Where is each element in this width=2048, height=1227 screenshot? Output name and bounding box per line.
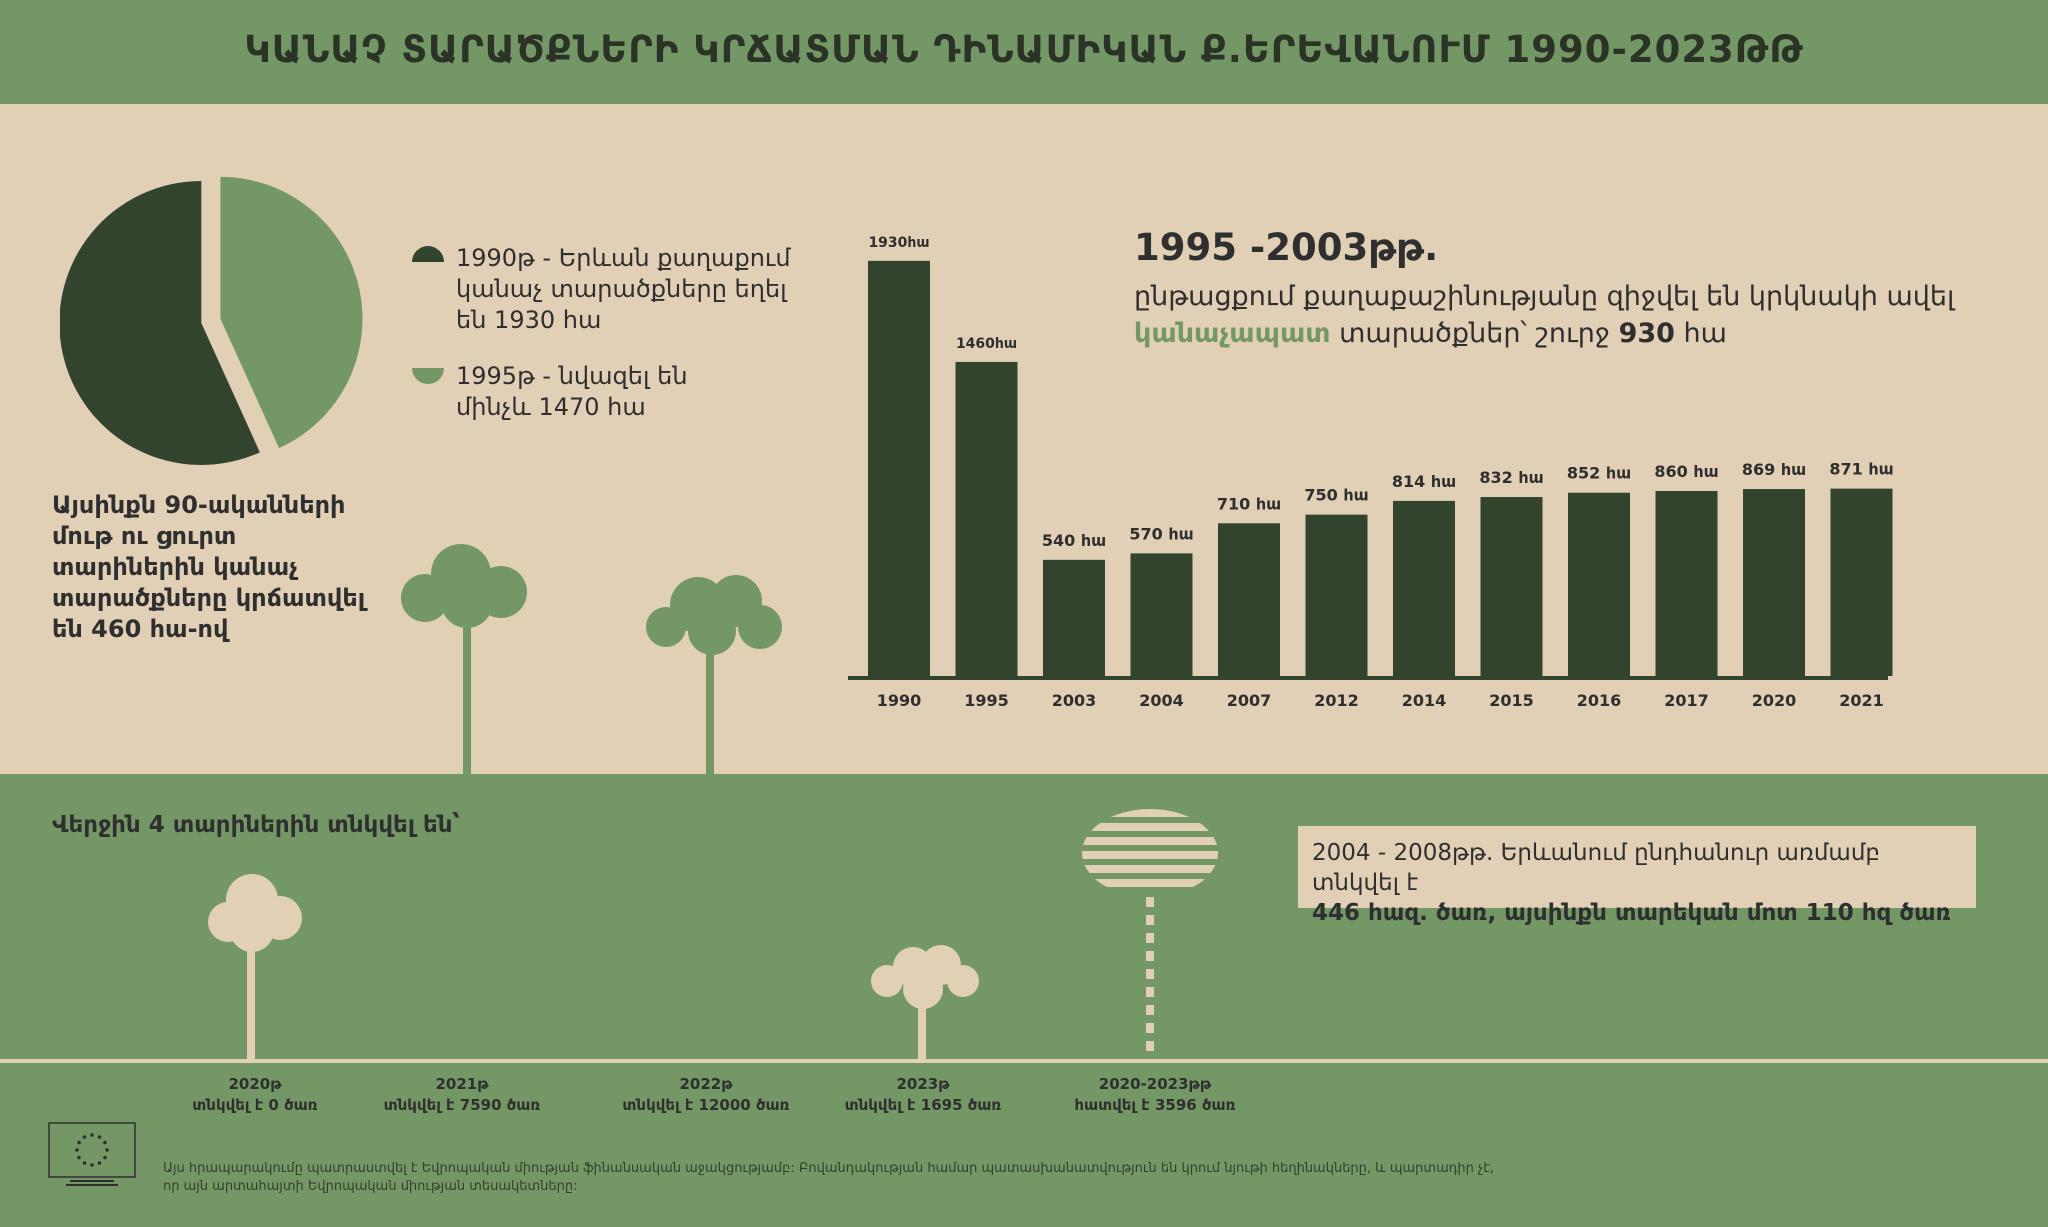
tree-text: տնկվել է 0 ծառ — [192, 1096, 318, 1114]
pie-slice-1 — [220, 176, 363, 449]
tree-label-2020: 2020թ տնկվել է 0 ծառ — [155, 1074, 355, 1116]
eu-star — [103, 1155, 107, 1160]
bar-2015 — [1480, 497, 1543, 676]
bar-2021 — [1830, 488, 1893, 676]
pie-chart — [60, 176, 363, 465]
ground-line — [0, 1059, 2048, 1063]
bar-data-label: 852 հա — [1567, 464, 1631, 483]
subline-part1: ընթացքում քաղաքաշինությանը զիջվել են կրկ… — [1134, 281, 1955, 312]
bar-2012 — [1305, 514, 1368, 676]
tree-text: տնկվել է 1695 ծառ — [844, 1096, 1002, 1114]
x-tick-label: 2021 — [1839, 691, 1884, 710]
x-tick-label: 2016 — [1577, 691, 1622, 710]
tree-label-2023: 2023թ տնկվել է 1695 ծառ — [823, 1074, 1023, 1116]
bar-chart: 1930հա 1990 1460հա 1995 540 հա 2003 570 հա 2004… — [848, 235, 1894, 710]
tree-2021-icon — [401, 544, 527, 1062]
tree-year: 2022թ — [679, 1075, 733, 1093]
eu-star — [103, 1140, 107, 1145]
subline-part2: տարածքներ՝ շուրջ — [1330, 318, 1619, 349]
eu-star — [82, 1161, 87, 1165]
bar-data-label: 1930հա — [868, 235, 929, 251]
bar-data-label: 860 հա — [1654, 462, 1718, 481]
note-box: 2004 - 2008թթ. Երևանում ընդհանուր առմամբ… — [1298, 826, 1976, 926]
x-tick-label: 2017 — [1664, 691, 1709, 710]
x-tick-label: 2014 — [1402, 691, 1447, 710]
bar-2017 — [1655, 491, 1718, 676]
bar-2007 — [1218, 523, 1280, 676]
eu-star — [77, 1155, 81, 1160]
x-tick-label: 2004 — [1139, 691, 1184, 710]
bar-1995 — [955, 361, 1018, 676]
tree-label-2021: 2021թ տնկվել է 7590 ծառ — [362, 1074, 562, 1116]
bar-2020 — [1743, 489, 1805, 676]
bar-2004 — [1130, 553, 1193, 676]
summary-text: Այսինքն 90-ականների մութ ու ցուրտ տարինե… — [52, 491, 366, 643]
header-band: ԿԱՆԱՉ ՏԱՐԱԾՔՆԵՐԻ ԿՐՃԱՏՄԱՆ ԴԻՆԱՄԻԿԱՆ Ք.ԵՐ… — [0, 0, 2048, 104]
page-title: ԿԱՆԱՉ ՏԱՐԱԾՔՆԵՐԻ ԿՐՃԱՏՄԱՆ ԴԻՆԱՄԻԿԱՆ Ք.ԵՐ… — [244, 28, 1804, 71]
bar-data-label: 570 հա — [1129, 524, 1193, 543]
x-tick-label: 1995 — [964, 691, 1009, 710]
bar-data-label: 832 հա — [1479, 468, 1543, 487]
bar-data-label: 1460հա — [956, 336, 1017, 352]
footer-disclaimer: Այս հրապարակումը պատրաստվել է Եվրոպական … — [163, 1160, 1563, 1196]
legend-item-1990: 1990թ - Երևան քաղաքում կանաչ տարածքները … — [456, 244, 791, 334]
eu-star — [90, 1163, 94, 1167]
bar-data-label: 814 հա — [1392, 472, 1456, 491]
footer-line-2: որ այն արտահայտի Եվրոպական միության տեսա… — [163, 1179, 578, 1194]
bar-2014 — [1393, 500, 1455, 676]
x-tick-label: 2003 — [1052, 691, 1097, 710]
legend-swatch-1990 — [412, 246, 444, 262]
eu-flag-logo — [48, 1122, 136, 1186]
eu-star — [90, 1133, 94, 1137]
tree-cut-icon — [1082, 809, 1218, 1051]
tree-2022-icon — [646, 575, 782, 1062]
x-tick-label: 2015 — [1489, 691, 1534, 710]
tree-text: տնկվել է 7590 ծառ — [383, 1096, 541, 1114]
eu-star — [97, 1135, 102, 1139]
headline: 1995 -2003թթ. — [1134, 226, 1439, 269]
note-line-1: 2004 - 2008թթ. Երևանում ընդհանուր առմամբ… — [1312, 840, 1880, 896]
bar-1990 — [868, 260, 930, 676]
x-tick-label: 2012 — [1314, 691, 1359, 710]
bar-data-label: 750 հա — [1304, 486, 1368, 505]
subline-part3: հա — [1674, 318, 1727, 349]
bar-data-label: 871 հա — [1829, 460, 1893, 479]
bar-2003 — [1043, 559, 1105, 676]
x-tick-label: 2020 — [1752, 691, 1797, 710]
tree-text: տնկվել է 12000 ծառ — [622, 1096, 790, 1114]
tree-year: 2020թ — [228, 1075, 282, 1093]
tree-text: հատվել է 3596 ծառ — [1074, 1096, 1236, 1114]
bar-data-label: 869 հա — [1742, 460, 1806, 479]
pie-slice-0 — [60, 180, 260, 465]
eu-star — [105, 1148, 109, 1152]
legend-swatch-1995 — [412, 368, 444, 384]
bar-2016 — [1568, 492, 1630, 676]
eu-star — [97, 1161, 102, 1165]
tree-year: 2023թ — [896, 1075, 950, 1093]
eu-star — [75, 1148, 79, 1152]
recent-years-label: Վերջին 4 տարիներին տնկվել են՝ — [52, 812, 460, 838]
subline-bold: 930 — [1618, 318, 1675, 349]
tree-year: 2020-2023թթ — [1098, 1075, 1212, 1093]
note-line-2: 446 հազ. ծառ, այսինքն տարեկան մոտ 110 հզ… — [1312, 900, 1951, 926]
x-tick-label: 2007 — [1227, 691, 1272, 710]
subline-green: կանաչապատ — [1134, 318, 1331, 349]
bar-data-label: 710 հա — [1217, 494, 1281, 513]
footer-line-1: Այս հրապարակումը պատրաստվել է Եվրոպական … — [163, 1161, 1495, 1176]
tree-year: 2021թ — [435, 1075, 489, 1093]
legend-item-1995: 1995թ - նվազել են մինչև 1470 հա — [456, 362, 688, 421]
x-axis-line — [848, 676, 1888, 680]
eu-star — [82, 1135, 87, 1139]
tree-label-2020-2023: 2020-2023թթ հատվել է 3596 ծառ — [1055, 1074, 1255, 1116]
subline: ընթացքում քաղաքաշինությանը զիջվել են կրկ… — [1134, 278, 2014, 352]
tree-label-2022: 2022թ տնկվել է 12000 ծառ — [606, 1074, 806, 1116]
tree-2023-icon — [871, 945, 979, 1062]
tree-2020-icon — [208, 874, 302, 1062]
eu-star — [77, 1140, 81, 1145]
x-tick-label: 1990 — [877, 691, 922, 710]
bar-data-label: 540 հա — [1042, 531, 1106, 550]
